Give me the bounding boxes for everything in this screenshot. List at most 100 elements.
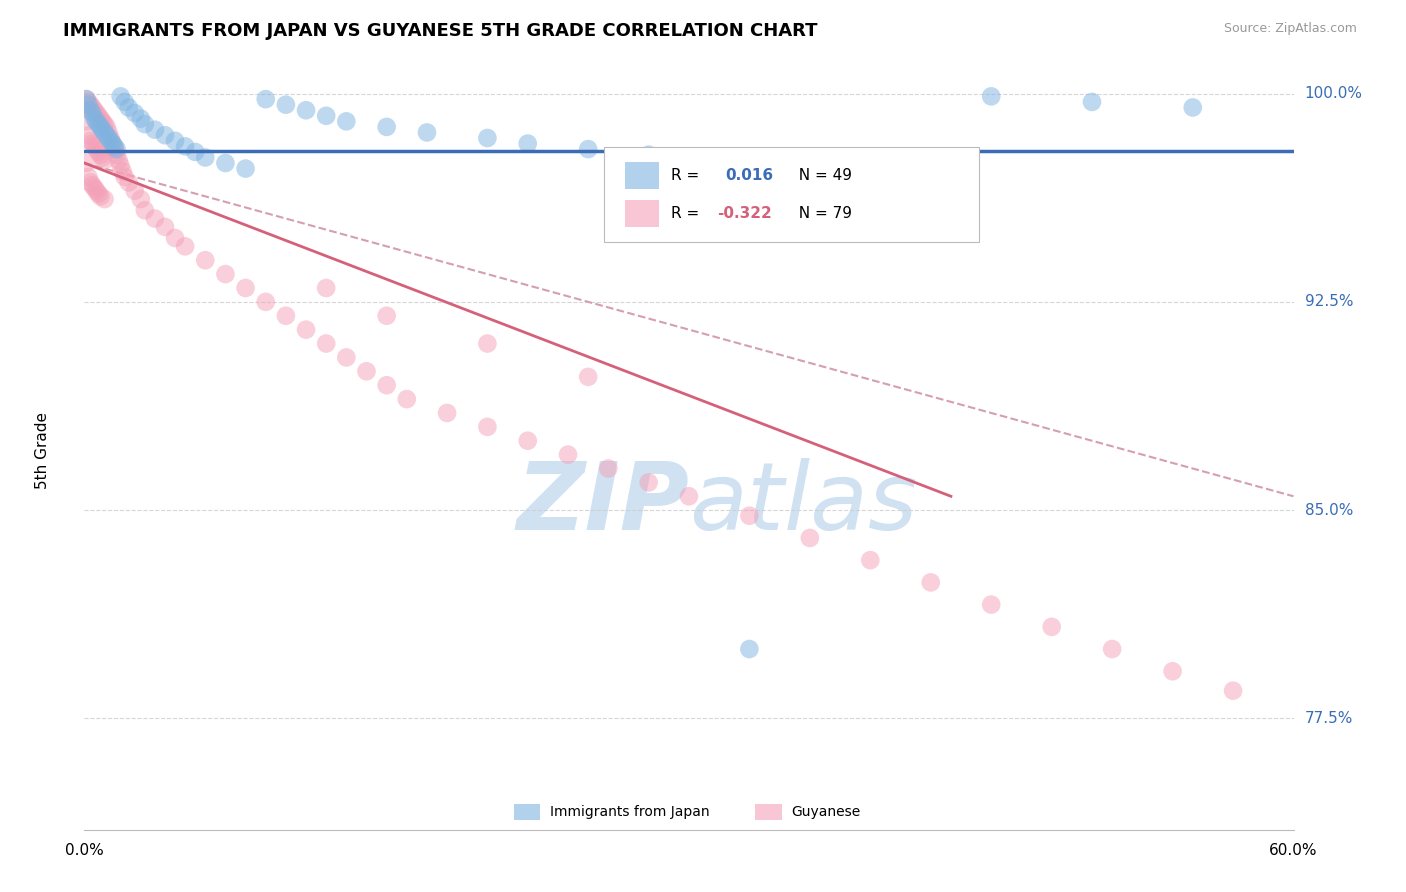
Point bbox=[93, 125, 115, 139]
Point bbox=[477, 336, 499, 351]
Point bbox=[97, 131, 120, 145]
Point bbox=[375, 120, 398, 134]
Point bbox=[79, 134, 101, 148]
Point bbox=[235, 161, 257, 176]
Point bbox=[93, 192, 115, 206]
Text: -0.322: -0.322 bbox=[717, 206, 772, 221]
Point bbox=[79, 103, 101, 118]
Point bbox=[124, 106, 146, 120]
Point bbox=[118, 100, 141, 114]
Text: 0.016: 0.016 bbox=[725, 168, 773, 183]
Point bbox=[114, 169, 136, 184]
Point bbox=[101, 136, 124, 151]
Point bbox=[375, 378, 398, 392]
Point bbox=[315, 109, 337, 123]
Point bbox=[153, 219, 176, 234]
Point bbox=[87, 145, 110, 159]
Point bbox=[335, 114, 357, 128]
Point bbox=[1161, 665, 1184, 679]
Point bbox=[799, 531, 821, 545]
Text: 85.0%: 85.0% bbox=[1305, 503, 1353, 517]
Point bbox=[91, 114, 114, 128]
Point bbox=[107, 153, 129, 168]
Point bbox=[1040, 620, 1063, 634]
Text: IMMIGRANTS FROM JAPAN VS GUYANESE 5TH GRADE CORRELATION CHART: IMMIGRANTS FROM JAPAN VS GUYANESE 5TH GR… bbox=[63, 22, 818, 40]
Point bbox=[980, 89, 1002, 103]
Point bbox=[153, 128, 176, 143]
Point bbox=[86, 184, 108, 198]
Text: 92.5%: 92.5% bbox=[1305, 294, 1353, 310]
Point bbox=[79, 176, 101, 190]
Point bbox=[77, 97, 100, 112]
Text: atlas: atlas bbox=[689, 458, 917, 549]
Point bbox=[118, 176, 141, 190]
Point bbox=[1081, 95, 1104, 109]
Point bbox=[114, 95, 136, 109]
Point bbox=[174, 139, 197, 153]
Point bbox=[143, 211, 166, 226]
Point bbox=[82, 178, 104, 193]
Point bbox=[82, 100, 104, 114]
Point bbox=[89, 112, 111, 126]
Point bbox=[93, 153, 115, 168]
Point bbox=[129, 192, 152, 206]
Point bbox=[143, 122, 166, 136]
Point bbox=[97, 125, 120, 139]
Point bbox=[91, 122, 114, 136]
Point bbox=[274, 309, 297, 323]
Point bbox=[598, 461, 620, 475]
Point bbox=[105, 142, 128, 156]
Point bbox=[738, 642, 761, 657]
Point bbox=[101, 136, 124, 151]
Point bbox=[75, 92, 97, 106]
Point bbox=[637, 147, 659, 161]
Point bbox=[859, 553, 882, 567]
Point bbox=[87, 109, 110, 123]
Point bbox=[436, 406, 458, 420]
Point bbox=[295, 103, 318, 118]
Text: 100.0%: 100.0% bbox=[1305, 87, 1362, 101]
Point bbox=[576, 369, 599, 384]
Point bbox=[96, 128, 118, 143]
Point bbox=[91, 151, 114, 165]
Text: R =: R = bbox=[671, 168, 709, 183]
Point bbox=[100, 134, 122, 148]
FancyBboxPatch shape bbox=[624, 200, 659, 227]
Point bbox=[174, 239, 197, 253]
Point bbox=[576, 142, 599, 156]
Point bbox=[557, 448, 579, 462]
Point bbox=[165, 231, 187, 245]
Point bbox=[818, 164, 841, 178]
Point bbox=[110, 159, 132, 173]
Point bbox=[96, 120, 118, 134]
Text: R =: R = bbox=[671, 206, 704, 221]
Point bbox=[295, 323, 318, 337]
Point bbox=[1222, 683, 1244, 698]
Text: Guyanese: Guyanese bbox=[792, 805, 860, 819]
Point bbox=[214, 156, 236, 170]
Point bbox=[1101, 642, 1123, 657]
FancyBboxPatch shape bbox=[624, 161, 659, 189]
Point bbox=[184, 145, 207, 159]
Point bbox=[134, 203, 156, 218]
Point bbox=[879, 169, 901, 184]
Point bbox=[335, 351, 357, 365]
Point bbox=[516, 434, 538, 448]
Point bbox=[77, 169, 100, 184]
Point bbox=[87, 186, 110, 201]
Point bbox=[920, 575, 942, 590]
Point bbox=[93, 117, 115, 131]
Point bbox=[75, 114, 97, 128]
Point bbox=[83, 181, 105, 195]
Point bbox=[82, 106, 104, 120]
Point bbox=[416, 125, 439, 139]
Text: 5th Grade: 5th Grade bbox=[35, 412, 49, 489]
Point bbox=[83, 112, 105, 126]
Point bbox=[75, 156, 97, 170]
Point bbox=[315, 336, 337, 351]
Point bbox=[194, 151, 217, 165]
Point bbox=[124, 184, 146, 198]
Point bbox=[395, 392, 418, 406]
Point bbox=[86, 114, 108, 128]
Point bbox=[980, 598, 1002, 612]
